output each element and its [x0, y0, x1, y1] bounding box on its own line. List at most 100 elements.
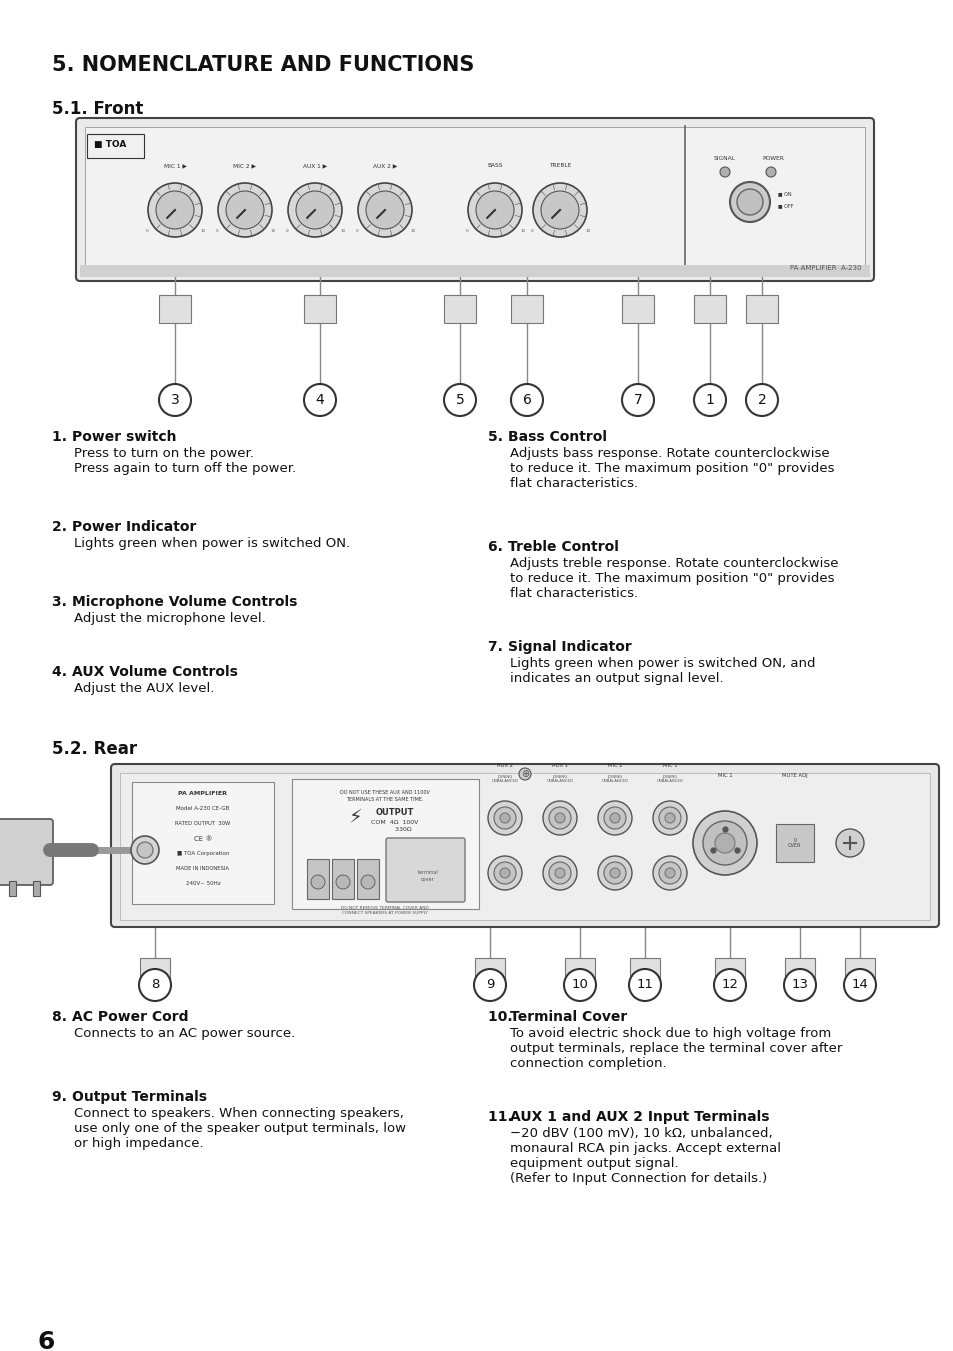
Circle shape — [598, 801, 631, 835]
Text: MUTE ADJ: MUTE ADJ — [781, 773, 807, 778]
FancyBboxPatch shape — [693, 295, 725, 323]
Text: Lights green when power is switched ON, and: Lights green when power is switched ON, … — [510, 657, 815, 670]
FancyBboxPatch shape — [9, 881, 16, 896]
Circle shape — [563, 969, 596, 1001]
Circle shape — [499, 813, 510, 823]
Text: JOINING
UNBALANCED: JOINING UNBALANCED — [546, 774, 573, 784]
Circle shape — [499, 867, 510, 878]
Circle shape — [474, 969, 505, 1001]
Circle shape — [288, 182, 341, 236]
Text: Adjust the AUX level.: Adjust the AUX level. — [74, 682, 214, 694]
Text: 10: 10 — [585, 230, 590, 232]
Circle shape — [603, 862, 625, 884]
Text: AC Power Cord: AC Power Cord — [71, 1011, 189, 1024]
Text: indicates an output signal level.: indicates an output signal level. — [510, 671, 723, 685]
FancyBboxPatch shape — [714, 958, 744, 984]
FancyBboxPatch shape — [120, 773, 929, 920]
Text: to reduce it. The maximum position "0" provides: to reduce it. The maximum position "0" p… — [510, 462, 834, 476]
Text: Terminal Cover: Terminal Cover — [510, 1011, 626, 1024]
Circle shape — [603, 807, 625, 830]
Circle shape — [628, 969, 660, 1001]
Text: 7: 7 — [633, 393, 641, 407]
Circle shape — [765, 168, 775, 177]
Text: 0: 0 — [215, 230, 218, 232]
Text: MIC 1: MIC 1 — [717, 773, 732, 778]
Circle shape — [720, 168, 729, 177]
Text: 4.: 4. — [52, 665, 71, 680]
Text: to reduce it. The maximum position "0" provides: to reduce it. The maximum position "0" p… — [510, 571, 834, 585]
Circle shape — [366, 190, 403, 230]
Text: or high impedance.: or high impedance. — [74, 1138, 203, 1150]
Text: ■ TOA Corporation: ■ TOA Corporation — [176, 851, 229, 857]
Text: 0: 0 — [146, 230, 148, 232]
Text: MIC 1: MIC 1 — [662, 763, 677, 767]
Circle shape — [156, 190, 193, 230]
Text: JOINING
UNBALANCED: JOINING UNBALANCED — [491, 774, 518, 784]
Text: Signal Indicator: Signal Indicator — [507, 640, 631, 654]
Circle shape — [311, 875, 325, 889]
Circle shape — [664, 813, 675, 823]
Text: AUX 1: AUX 1 — [552, 763, 567, 767]
Circle shape — [357, 182, 412, 236]
Circle shape — [137, 842, 152, 858]
Text: Bass Control: Bass Control — [507, 430, 606, 444]
FancyBboxPatch shape — [87, 134, 144, 158]
Circle shape — [542, 801, 577, 835]
Circle shape — [737, 189, 762, 215]
Circle shape — [835, 830, 863, 857]
Circle shape — [304, 384, 335, 416]
Text: Adjusts bass response. Rotate counterclockwise: Adjusts bass response. Rotate counterclo… — [510, 447, 829, 459]
Text: 5.: 5. — [488, 430, 507, 444]
FancyBboxPatch shape — [76, 118, 873, 281]
Text: 4: 4 — [315, 393, 324, 407]
Text: AUX 2: AUX 2 — [497, 763, 513, 767]
FancyBboxPatch shape — [332, 859, 354, 898]
Text: 0: 0 — [465, 230, 468, 232]
Circle shape — [609, 867, 619, 878]
Text: 10: 10 — [200, 230, 205, 232]
Text: 2: 2 — [757, 393, 765, 407]
Text: ■ ON: ■ ON — [778, 192, 791, 196]
Text: Output Terminals: Output Terminals — [71, 1090, 207, 1104]
Text: 12: 12 — [720, 978, 738, 992]
Circle shape — [443, 384, 476, 416]
Circle shape — [494, 862, 516, 884]
Circle shape — [783, 969, 815, 1001]
Text: DO NOT REMOVE TERMINAL COVER AND
CONNECT SPEAKERS AT POWER SUPPLY: DO NOT REMOVE TERMINAL COVER AND CONNECT… — [341, 907, 429, 915]
FancyBboxPatch shape — [386, 838, 464, 902]
FancyBboxPatch shape — [443, 295, 476, 323]
Text: terminal
cover: terminal cover — [417, 870, 438, 882]
Text: PA AMPLIFIER: PA AMPLIFIER — [178, 790, 227, 796]
Text: 14: 14 — [851, 978, 867, 992]
Text: 0
OVER: 0 OVER — [787, 838, 801, 848]
Text: flat characteristics.: flat characteristics. — [510, 586, 638, 600]
FancyBboxPatch shape — [292, 780, 478, 909]
FancyBboxPatch shape — [159, 295, 191, 323]
FancyBboxPatch shape — [784, 958, 814, 984]
Circle shape — [714, 834, 734, 852]
Circle shape — [664, 867, 675, 878]
FancyBboxPatch shape — [775, 824, 813, 862]
Text: 13: 13 — [791, 978, 807, 992]
Circle shape — [555, 867, 564, 878]
Text: DO NOT USE THESE AUX AND 1100V
TERMINALS AT THE SAME TIME.: DO NOT USE THESE AUX AND 1100V TERMINALS… — [339, 790, 430, 801]
FancyBboxPatch shape — [564, 958, 595, 984]
Text: Connects to an AC power source.: Connects to an AC power source. — [74, 1027, 294, 1040]
FancyBboxPatch shape — [844, 958, 874, 984]
Text: 8: 8 — [151, 978, 159, 992]
Text: ■ OFF: ■ OFF — [778, 204, 793, 208]
Text: AUX Volume Controls: AUX Volume Controls — [71, 665, 237, 680]
FancyBboxPatch shape — [80, 265, 869, 277]
Circle shape — [652, 801, 686, 835]
Text: RATED OUTPUT  30W: RATED OUTPUT 30W — [175, 821, 231, 825]
Text: ⊕: ⊕ — [520, 769, 529, 780]
Text: 10.: 10. — [488, 1011, 517, 1024]
Circle shape — [609, 813, 619, 823]
Circle shape — [713, 969, 745, 1001]
Text: 10: 10 — [571, 978, 588, 992]
Text: 5. NOMENCLATURE AND FUNCTIONS: 5. NOMENCLATURE AND FUNCTIONS — [52, 55, 474, 76]
Text: MIC 2 ▶: MIC 2 ▶ — [233, 163, 256, 168]
Text: Treble Control: Treble Control — [507, 540, 618, 554]
Text: JOINING
UNBALANCED: JOINING UNBALANCED — [601, 774, 628, 784]
Text: 10: 10 — [270, 230, 275, 232]
